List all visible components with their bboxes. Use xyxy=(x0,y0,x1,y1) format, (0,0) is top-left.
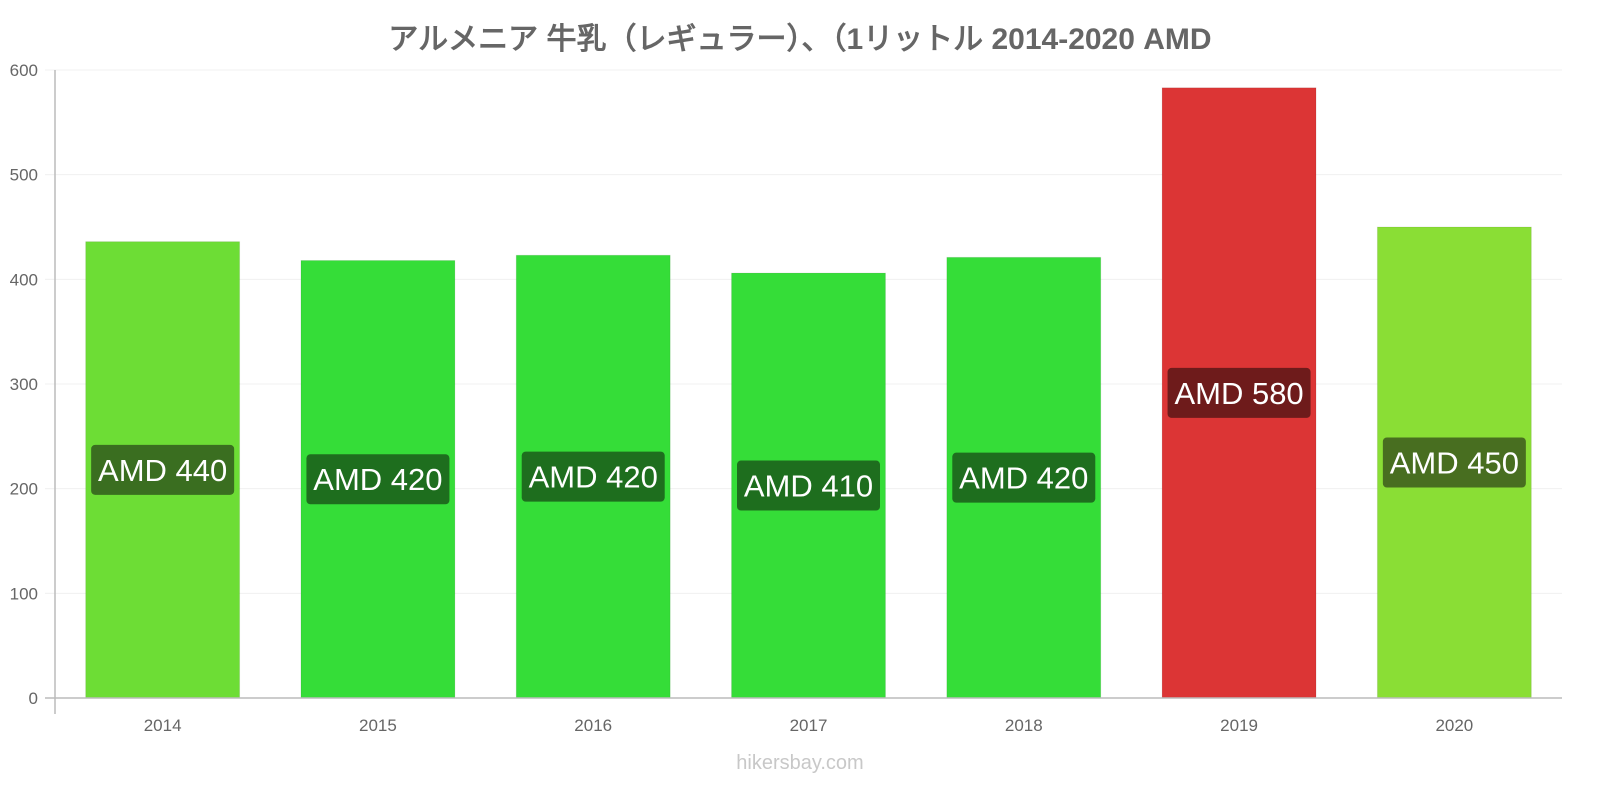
data-label: AMD 410 xyxy=(737,460,880,511)
x-tick-label: 2017 xyxy=(790,716,828,735)
data-label: AMD 440 xyxy=(91,444,235,495)
x-tick-label: 2016 xyxy=(574,716,612,735)
data-label-text: AMD 420 xyxy=(529,460,658,495)
data-label: AMD 450 xyxy=(1382,437,1526,488)
data-label-text: AMD 420 xyxy=(313,462,442,497)
data-label-box xyxy=(91,444,235,495)
axes: 0 100 200 300 400 500 600 2014 2015 2016 2017 2018 2… xyxy=(10,61,1562,735)
data-label-text: AMD 580 xyxy=(1174,376,1303,411)
data-label: AMD 420 xyxy=(952,452,1096,503)
data-labels: AMD 440 AMD 420 AMD 420 AMD 410 AMD 420 AMD 5… xyxy=(91,367,1526,511)
data-label-box xyxy=(1167,367,1311,418)
y-tick-label: 100 xyxy=(10,584,38,603)
y-tick-label: 400 xyxy=(10,270,38,289)
x-tick-label: 2019 xyxy=(1220,716,1258,735)
y-tick-label: 600 xyxy=(10,61,38,80)
data-label-text: AMD 420 xyxy=(959,461,1088,496)
y-tick-label: 0 xyxy=(29,689,38,708)
watermark: hikersbay.com xyxy=(736,752,864,774)
y-tick-label: 500 xyxy=(10,166,38,185)
data-label: AMD 580 xyxy=(1167,367,1311,418)
data-label-text: AMD 450 xyxy=(1390,446,1519,481)
bars xyxy=(85,87,1532,699)
x-tick-label: 2020 xyxy=(1435,716,1473,735)
data-label-box xyxy=(521,451,665,502)
data-label: AMD 420 xyxy=(521,451,665,502)
data-label-box xyxy=(1382,437,1526,488)
data-label-text: AMD 410 xyxy=(744,469,873,504)
x-tick-label: 2015 xyxy=(359,716,397,735)
y-tick-label: 200 xyxy=(10,480,38,499)
y-tick-label: 300 xyxy=(10,375,38,394)
data-label-box xyxy=(952,452,1096,503)
data-label-text: AMD 440 xyxy=(98,453,227,488)
data-label: AMD 420 xyxy=(306,454,450,505)
data-label-box xyxy=(306,454,450,505)
chart-title: アルメニア 牛乳（レギュラー）、（1リットル 2014-2020 AMD xyxy=(388,23,1212,56)
x-tick-label: 2018 xyxy=(1005,716,1043,735)
data-label-box xyxy=(737,460,880,511)
x-tick-label: 2014 xyxy=(144,716,182,735)
